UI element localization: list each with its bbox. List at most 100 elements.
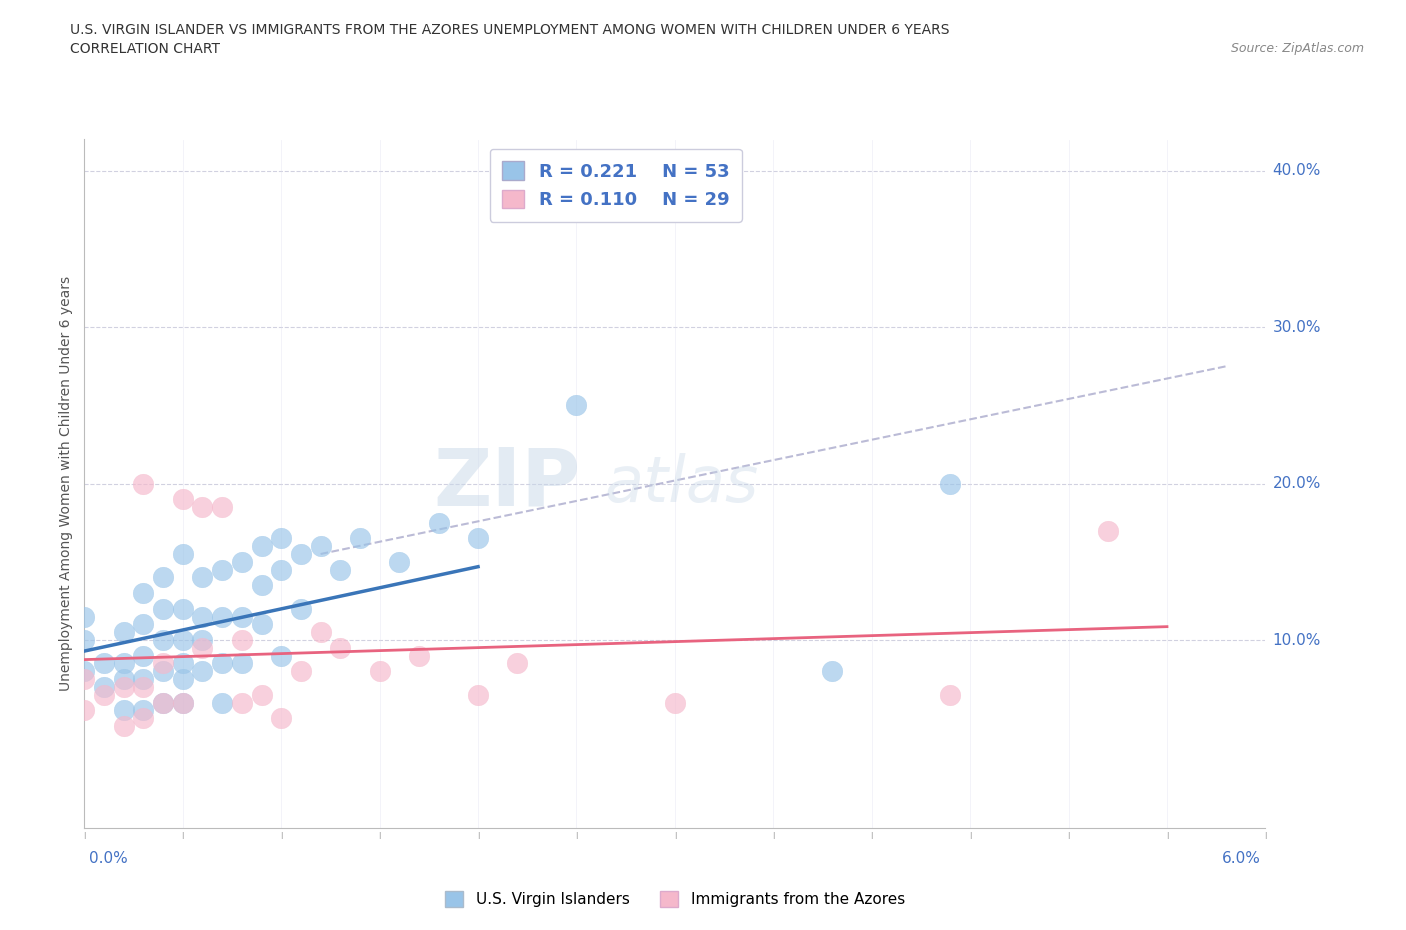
Point: [73, 671, 96, 686]
Point: [290, 602, 312, 617]
Legend: U.S. Virgin Islanders, Immigrants from the Azores: U.S. Virgin Islanders, Immigrants from t…: [439, 884, 911, 913]
Point: [427, 515, 450, 530]
Point: [231, 609, 253, 624]
Point: [73, 632, 96, 647]
Point: [329, 641, 352, 656]
Point: [172, 695, 194, 710]
Point: [152, 695, 174, 710]
Point: [191, 641, 214, 656]
Point: [191, 609, 214, 624]
Point: [506, 656, 529, 671]
Point: [132, 680, 155, 695]
Point: [309, 625, 332, 640]
Point: [132, 671, 155, 686]
Text: 20.0%: 20.0%: [1272, 476, 1320, 491]
Point: [309, 538, 332, 553]
Point: [132, 703, 155, 718]
Point: [152, 695, 174, 710]
Point: [290, 664, 312, 679]
Text: 0.0%: 0.0%: [89, 851, 128, 866]
Y-axis label: Unemployment Among Women with Children Under 6 years: Unemployment Among Women with Children U…: [59, 276, 73, 691]
Point: [270, 711, 292, 725]
Point: [231, 695, 253, 710]
Point: [112, 671, 135, 686]
Text: |: |: [969, 832, 972, 840]
Point: [939, 687, 962, 702]
Point: [152, 570, 174, 585]
Point: [172, 632, 194, 647]
Point: [172, 602, 194, 617]
Text: |: |: [673, 832, 676, 840]
Text: |: |: [83, 832, 86, 840]
Point: [250, 617, 273, 631]
Text: |: |: [477, 832, 479, 840]
Point: [191, 499, 214, 514]
Point: [172, 547, 194, 562]
Text: ZIP: ZIP: [433, 445, 581, 523]
Point: [152, 632, 174, 647]
Point: [172, 656, 194, 671]
Text: |: |: [181, 832, 184, 840]
Point: [172, 492, 194, 507]
Point: [112, 680, 135, 695]
Point: [1097, 523, 1119, 538]
Point: [231, 554, 253, 569]
Text: |: |: [1264, 832, 1267, 840]
Point: [132, 586, 155, 601]
Text: 6.0%: 6.0%: [1222, 851, 1261, 866]
Text: atlas: atlas: [605, 453, 758, 514]
Point: [270, 531, 292, 546]
Point: [152, 602, 174, 617]
Text: |: |: [1067, 832, 1070, 840]
Text: 30.0%: 30.0%: [1272, 320, 1320, 335]
Point: [132, 711, 155, 725]
Point: [250, 538, 273, 553]
Point: [231, 656, 253, 671]
Point: [290, 547, 312, 562]
Point: [211, 695, 233, 710]
Point: [368, 664, 391, 679]
Point: [191, 664, 214, 679]
Point: [211, 499, 233, 514]
Point: [821, 664, 844, 679]
Point: [565, 398, 588, 413]
Point: [231, 632, 253, 647]
Text: 40.0%: 40.0%: [1272, 164, 1320, 179]
Point: [132, 648, 155, 663]
Point: [349, 531, 371, 546]
Point: [211, 609, 233, 624]
Text: CORRELATION CHART: CORRELATION CHART: [70, 42, 221, 56]
Text: |: |: [1166, 832, 1168, 840]
Text: U.S. VIRGIN ISLANDER VS IMMIGRANTS FROM THE AZORES UNEMPLOYMENT AMONG WOMEN WITH: U.S. VIRGIN ISLANDER VS IMMIGRANTS FROM …: [70, 23, 950, 37]
Point: [152, 656, 174, 671]
Point: [132, 617, 155, 631]
Point: [467, 687, 489, 702]
Point: [112, 703, 135, 718]
Point: [93, 687, 115, 702]
Point: [211, 562, 233, 577]
Point: [664, 695, 686, 710]
Text: |: |: [772, 832, 775, 840]
Legend: R = 0.221    N = 53, R = 0.110    N = 29: R = 0.221 N = 53, R = 0.110 N = 29: [489, 149, 742, 221]
Point: [388, 554, 411, 569]
Point: [211, 656, 233, 671]
Point: [939, 476, 962, 491]
Point: [270, 648, 292, 663]
Point: [172, 695, 194, 710]
Point: [467, 531, 489, 546]
Point: [329, 562, 352, 577]
Point: [73, 703, 96, 718]
Text: |: |: [575, 832, 578, 840]
Text: |: |: [378, 832, 381, 840]
Point: [93, 656, 115, 671]
Point: [270, 562, 292, 577]
Point: [250, 578, 273, 592]
Point: [408, 648, 430, 663]
Point: [172, 671, 194, 686]
Text: 10.0%: 10.0%: [1272, 632, 1320, 647]
Point: [191, 570, 214, 585]
Text: |: |: [870, 832, 873, 840]
Point: [73, 609, 96, 624]
Point: [152, 664, 174, 679]
Point: [250, 687, 273, 702]
